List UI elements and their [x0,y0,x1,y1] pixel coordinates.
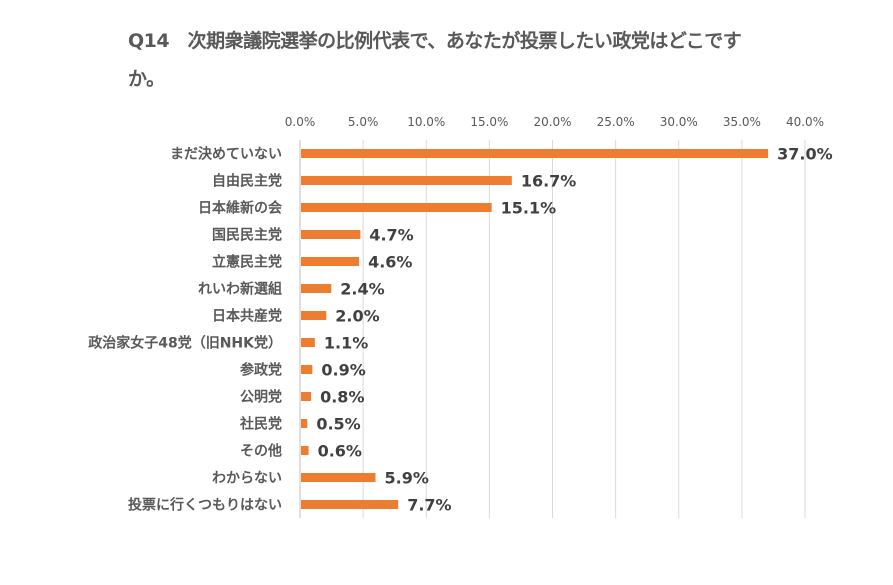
bar [301,230,361,239]
bar [301,203,492,212]
bar [301,176,512,185]
category-label: 日本維新の会 [198,200,283,217]
x-tick-label: 30.0% [660,115,698,129]
data-label: 0.8% [320,388,364,407]
category-label: 参政党 [240,362,282,379]
x-tick-label: 25.0% [597,115,635,129]
category-label: 公明党 [240,389,282,406]
bar [301,419,308,428]
category-label: わからない [212,471,282,487]
category-label: 社民党 [239,416,282,433]
category-label: 政治家女子48党（旧NHK党） [88,335,282,352]
data-label: 2.0% [335,307,379,326]
data-label: 5.9% [384,469,428,488]
bar [301,284,332,293]
chart-title: Q14 次期衆議院選挙の比例代表で、あなたが投票したい政党はどこですか。 [128,30,742,90]
category-label: 国民民主党 [212,227,282,244]
data-label: 0.5% [316,415,360,434]
bar [301,392,312,401]
data-label: 2.4% [340,280,384,299]
data-label: 4.7% [369,226,413,245]
data-label: 7.7% [407,496,451,515]
bar [301,446,309,455]
bar [301,365,313,374]
x-tick-label: 10.0% [407,115,445,129]
category-label: 自由民主党 [212,173,282,190]
x-tick-label: 5.0% [348,115,379,129]
category-label: 日本共産党 [212,308,282,325]
data-label: 1.1% [324,334,368,353]
data-label: 37.0% [777,145,833,164]
category-label: その他 [240,443,282,460]
x-tick-label: 15.0% [470,115,508,129]
x-tick-label: 35.0% [723,115,761,129]
x-tick-label: 0.0% [285,115,316,129]
bar [301,473,376,482]
data-label: 15.1% [501,199,557,218]
x-tick-label: 40.0% [786,115,824,129]
data-label: 0.6% [318,442,362,461]
bar [301,338,315,347]
category-label: 投票に行くつもりはない [128,497,282,514]
category-label: 立憲民主党 [212,254,282,271]
bar [301,311,327,320]
bar [301,257,360,266]
data-label: 4.6% [368,253,412,272]
data-label: 0.9% [321,361,365,380]
category-label: まだ決めていない [170,146,282,163]
bar [301,149,769,158]
bar [301,500,399,509]
data-label: 16.7% [521,172,577,191]
x-tick-label: 20.0% [533,115,571,129]
category-label: れいわ新選組 [198,281,282,298]
